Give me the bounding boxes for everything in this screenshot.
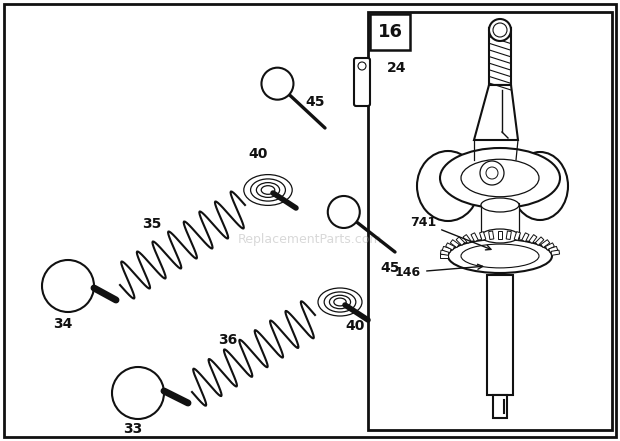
Polygon shape [442, 247, 451, 253]
Text: 24: 24 [387, 61, 407, 75]
Ellipse shape [244, 175, 292, 206]
Polygon shape [541, 240, 550, 248]
Text: 741: 741 [410, 216, 491, 250]
Circle shape [358, 62, 366, 70]
Polygon shape [549, 247, 557, 253]
Ellipse shape [461, 159, 539, 197]
Text: 40: 40 [249, 147, 268, 161]
Polygon shape [551, 250, 560, 255]
Bar [481, 203, 519, 238]
Polygon shape [506, 231, 511, 239]
Text: 45: 45 [380, 261, 400, 275]
Ellipse shape [461, 244, 539, 268]
Polygon shape [456, 237, 464, 245]
Polygon shape [514, 232, 520, 240]
Circle shape [262, 67, 293, 100]
Ellipse shape [481, 198, 519, 212]
Text: 35: 35 [143, 217, 162, 231]
Circle shape [493, 23, 507, 37]
FancyBboxPatch shape [354, 58, 370, 106]
Text: 45: 45 [305, 95, 325, 109]
Ellipse shape [440, 148, 560, 208]
Polygon shape [463, 235, 471, 243]
Circle shape [480, 161, 504, 185]
Polygon shape [498, 231, 502, 239]
Ellipse shape [318, 288, 362, 316]
Ellipse shape [512, 152, 568, 220]
Polygon shape [474, 85, 518, 140]
Text: 34: 34 [53, 317, 73, 331]
Polygon shape [535, 237, 544, 245]
Polygon shape [529, 235, 537, 243]
Bar [493, 395, 507, 418]
Bar [489, 28, 511, 85]
Text: 40: 40 [345, 319, 365, 333]
Bar [368, 12, 612, 430]
Text: 146: 146 [395, 264, 483, 279]
Polygon shape [440, 254, 448, 258]
Circle shape [42, 260, 94, 312]
Polygon shape [546, 243, 554, 250]
Text: 16: 16 [378, 23, 402, 41]
Text: 36: 36 [218, 333, 237, 347]
Circle shape [328, 196, 360, 228]
Bar [370, 14, 410, 50]
Text: 33: 33 [123, 422, 143, 436]
Polygon shape [522, 233, 529, 242]
Ellipse shape [481, 229, 519, 243]
Circle shape [489, 19, 511, 41]
Polygon shape [479, 232, 486, 240]
Polygon shape [446, 243, 454, 250]
Polygon shape [471, 233, 478, 242]
Circle shape [486, 167, 498, 179]
Polygon shape [489, 231, 494, 239]
Ellipse shape [417, 151, 479, 221]
Ellipse shape [448, 239, 552, 273]
Polygon shape [450, 240, 459, 248]
Text: ReplacementParts.com: ReplacementParts.com [237, 233, 383, 247]
Circle shape [112, 367, 164, 419]
Polygon shape [440, 250, 449, 255]
Bar [487, 275, 513, 395]
